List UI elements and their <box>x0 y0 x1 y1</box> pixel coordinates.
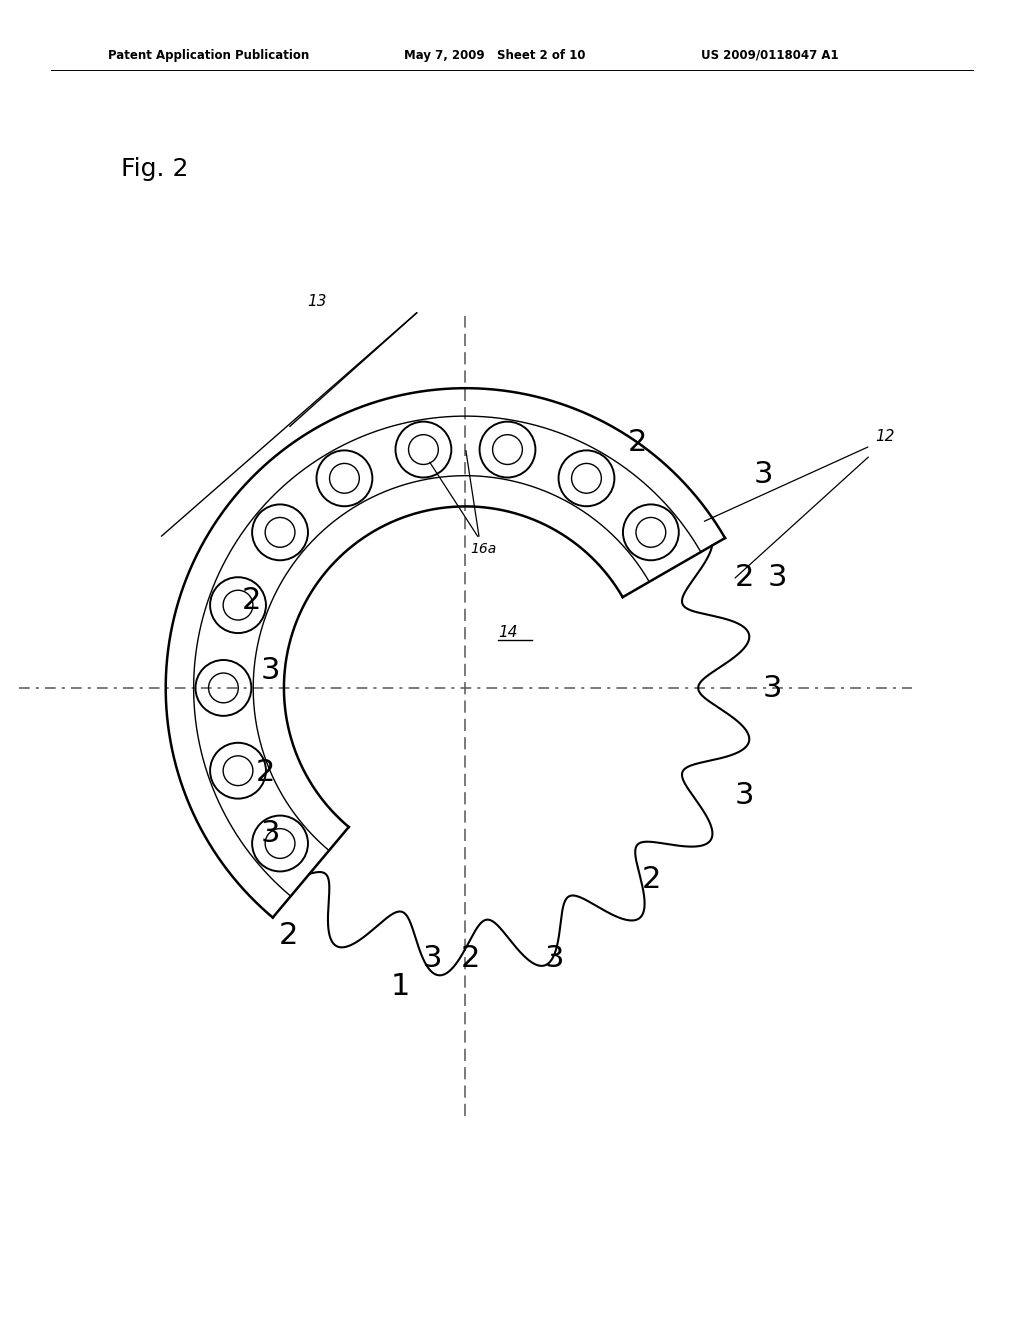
Text: 2: 2 <box>628 428 647 457</box>
Text: 2: 2 <box>642 865 662 894</box>
Text: 3: 3 <box>763 675 782 704</box>
Text: 14: 14 <box>498 624 517 640</box>
Text: 2: 2 <box>279 921 298 950</box>
Text: 3: 3 <box>544 944 563 973</box>
Text: 3: 3 <box>735 781 755 810</box>
Text: Fig. 2: Fig. 2 <box>121 157 188 181</box>
Text: Patent Application Publication: Patent Application Publication <box>108 49 309 62</box>
Text: May 7, 2009   Sheet 2 of 10: May 7, 2009 Sheet 2 of 10 <box>404 49 586 62</box>
Text: US 2009/0118047 A1: US 2009/0118047 A1 <box>701 49 839 62</box>
Text: 2: 2 <box>242 586 261 615</box>
Text: 2: 2 <box>256 758 275 787</box>
Text: 3: 3 <box>423 944 442 973</box>
Text: 16a: 16a <box>470 543 497 556</box>
Text: 2: 2 <box>735 562 755 591</box>
Text: 12: 12 <box>876 429 895 445</box>
Text: 1: 1 <box>390 972 410 1001</box>
Text: 3: 3 <box>754 461 773 490</box>
Text: 13: 13 <box>307 294 327 309</box>
Text: 3: 3 <box>260 656 280 685</box>
Text: 2: 2 <box>461 944 480 973</box>
Text: 3: 3 <box>768 562 787 591</box>
Text: 3: 3 <box>260 818 280 847</box>
